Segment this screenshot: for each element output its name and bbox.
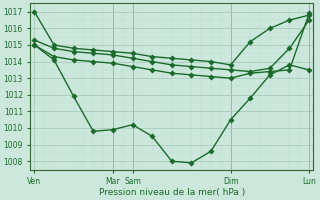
X-axis label: Pression niveau de la mer( hPa ): Pression niveau de la mer( hPa ) [99,188,245,197]
